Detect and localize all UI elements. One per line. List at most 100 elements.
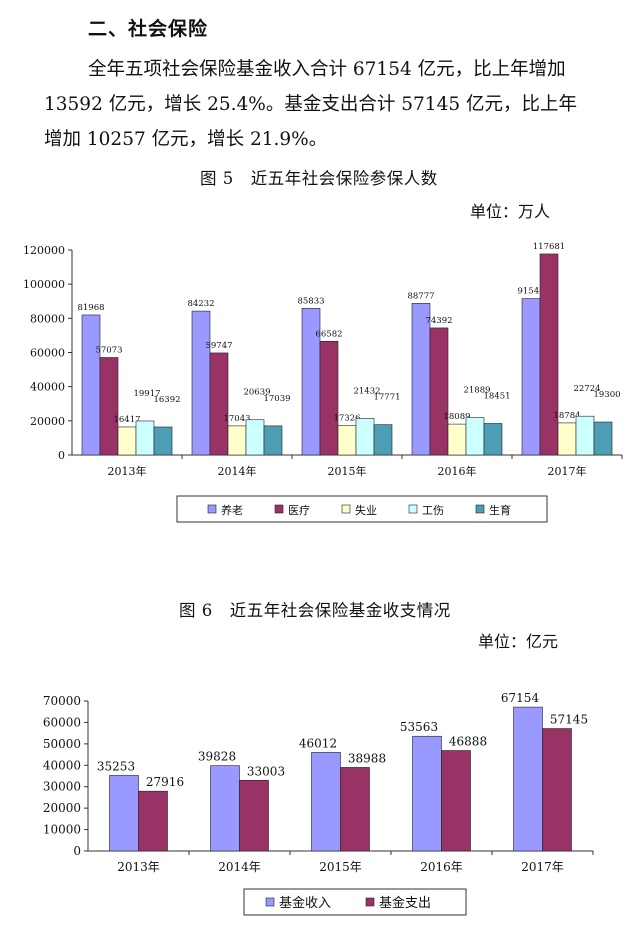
- y-tick-label: 0: [73, 844, 81, 858]
- y-tick-label: 0: [58, 449, 65, 462]
- x-tick-label: 2014年: [218, 860, 261, 874]
- y-tick-label: 20000: [30, 415, 65, 428]
- y-tick-label: 60000: [30, 347, 65, 360]
- legend-swatch: [365, 897, 375, 907]
- bar-养老: [521, 298, 541, 456]
- legend-label: 工伤: [422, 504, 444, 517]
- data-label: 57145: [550, 713, 588, 727]
- bar-失业: [117, 426, 137, 456]
- data-label: 57073: [95, 346, 122, 356]
- bar-基金支出: [542, 728, 572, 852]
- data-label: 67154: [501, 691, 540, 705]
- bar-养老: [191, 310, 211, 456]
- data-label: 19300: [593, 390, 620, 400]
- data-label: 17043: [223, 414, 250, 424]
- fund-income-expense-chart: 0 10000 20000 30000 40000 50000 60000 70000 2013…: [43, 691, 594, 916]
- legend-label: 基金收入: [279, 895, 331, 911]
- legend-swatch: [475, 504, 485, 514]
- bar-基金收入: [513, 706, 543, 852]
- bar-基金收入: [412, 735, 442, 852]
- bar-基金支出: [138, 790, 168, 852]
- legend-swatch: [408, 504, 418, 514]
- figure6-title: 图 6 近五年社会保险基金收支情况: [179, 601, 451, 620]
- y-tick-label: 80000: [30, 312, 65, 325]
- bar-工伤: [355, 418, 375, 456]
- bar-养老: [411, 303, 431, 456]
- legend-swatch: [265, 897, 275, 907]
- y-tick-label: 40000: [30, 381, 65, 394]
- legend-label: 生育: [489, 503, 511, 517]
- data-label: 46012: [299, 736, 337, 750]
- bar-基金支出: [340, 767, 370, 852]
- data-label: 85833: [297, 296, 324, 306]
- data-label: 22724: [573, 384, 600, 394]
- x-tick-label: 2015年: [319, 860, 362, 874]
- data-label: 16417: [113, 415, 140, 425]
- figure5-unit: 单位：万人: [470, 202, 551, 221]
- bar-生育: [483, 423, 503, 456]
- data-label: 27916: [146, 775, 184, 789]
- bar-失业: [227, 425, 247, 456]
- data-label: 117681: [533, 242, 565, 252]
- bar-失业: [447, 423, 467, 456]
- section-heading: 二、社会保险: [88, 18, 209, 40]
- data-label: 18784: [553, 411, 580, 421]
- y-tick-label: 120000: [23, 244, 65, 257]
- bar-生育: [593, 421, 613, 456]
- x-tick-label: 2015年: [328, 464, 367, 478]
- x-tick-label: 2013年: [117, 860, 160, 874]
- data-label: 18089: [443, 412, 470, 422]
- figure6-unit: 单位：亿元: [478, 632, 559, 651]
- data-label: 81968: [77, 303, 104, 313]
- data-label: 46888: [449, 735, 487, 749]
- data-label: 21432: [353, 386, 380, 396]
- data-label: 91548: [517, 287, 544, 297]
- y-tick-label: 20000: [43, 801, 81, 815]
- paragraph-line-3: 增加 10257 亿元，增长 21.9%。: [44, 129, 328, 150]
- data-label: 17771: [373, 393, 400, 403]
- paragraph-line: 全年五项社会保险基金收入合计 67154 亿元，比上年增加: [44, 52, 610, 87]
- legend-swatch: [274, 504, 284, 514]
- summary-paragraph: 全年五项社会保险基金收入合计 67154 亿元，比上年增加 13592 亿元，增…: [44, 52, 610, 157]
- x-tick-label: 2014年: [218, 464, 257, 478]
- data-label: 16392: [153, 395, 180, 405]
- bar-生育: [373, 424, 393, 456]
- bar-工伤: [465, 417, 485, 456]
- x-tick-label: 2016年: [420, 860, 463, 874]
- y-tick-label: 30000: [43, 780, 81, 794]
- data-label: 18451: [483, 391, 510, 401]
- data-label: 66582: [315, 329, 342, 339]
- y-tick-label: 70000: [43, 694, 81, 708]
- data-label: 19917: [133, 389, 160, 399]
- y-tick-label: 60000: [43, 715, 81, 729]
- bar-医疗: [429, 327, 449, 456]
- data-label: 17039: [263, 394, 290, 404]
- data-label: 17326: [333, 413, 360, 423]
- data-label: 53563: [400, 720, 438, 734]
- x-tick-label: 2016年: [438, 464, 477, 478]
- bar-基金支出: [441, 750, 471, 852]
- x-tick-label: 2017年: [521, 860, 564, 874]
- data-label: 74392: [425, 316, 452, 326]
- y-tick-label: 40000: [43, 758, 81, 772]
- data-label: 38988: [348, 751, 386, 765]
- bar-工伤: [245, 419, 265, 456]
- bar-生育: [263, 425, 283, 456]
- bar-失业: [337, 425, 357, 456]
- paragraph-line-1: 全年五项社会保险基金收入合计 67154 亿元，比上年增加: [88, 59, 566, 80]
- legend-label: 失业: [355, 504, 377, 517]
- data-label: 59747: [205, 341, 232, 351]
- data-label: 88777: [407, 291, 434, 301]
- y-tick-label: 10000: [43, 823, 81, 837]
- data-label: 21889: [463, 386, 490, 396]
- bar-医疗: [319, 340, 339, 456]
- data-label: 84232: [187, 299, 214, 309]
- x-tick-label: 2017年: [548, 464, 587, 478]
- legend-label: 医疗: [288, 503, 310, 517]
- legend-label: 养老: [221, 503, 243, 517]
- bar-工伤: [135, 420, 155, 456]
- data-label: 33003: [247, 764, 285, 778]
- insured-persons-chart: 0 20000 40000 60000 80000 100000 120000 2013年 81…: [23, 242, 623, 523]
- bar-工伤: [575, 415, 595, 456]
- bar-医疗: [99, 357, 119, 456]
